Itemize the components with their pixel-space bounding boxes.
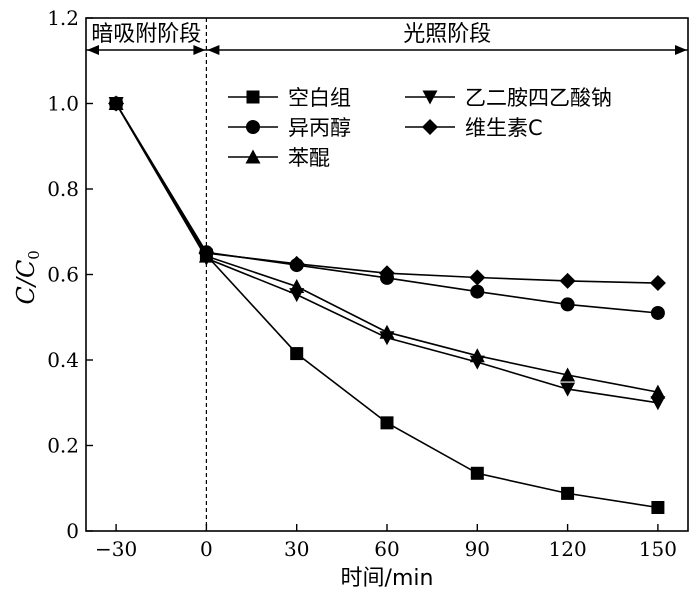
legend-label: 乙二胺四乙酸钠 [465,86,612,110]
data-point [469,269,486,286]
x-tick-label: 60 [374,537,399,561]
data-point [288,255,305,272]
data-point [650,396,666,411]
legend-entry: 苯醌 [228,146,330,170]
data-point [108,95,125,112]
series-1 [109,96,665,320]
legend-marker [422,119,438,135]
data-point [198,245,215,262]
plot-frame: 0 0.2 0.4 0.6 0.8 1.0 1.2 −30 0 30 60 90 120 150 [47,6,689,561]
data-point [470,284,485,299]
data-point [651,500,665,514]
x-tick-label: 30 [284,537,309,561]
data-point [560,297,575,312]
legend-label: 异丙醇 [288,116,351,140]
phase-label-1: 光照阶段 [403,22,491,47]
legend-entry: 空白组 [228,86,351,110]
data-point [561,486,575,500]
data-point [379,331,395,346]
series-line [115,103,659,393]
axes-labels: C/C0 时间/min [12,250,433,591]
x-tick-label: 90 [465,537,490,561]
data-point [560,367,576,382]
data-point [470,466,484,480]
legend-entry: 乙二胺四乙酸钠 [405,86,612,110]
data-point [379,265,395,282]
series-line [115,103,658,284]
legend-entry: 维生素C [405,116,543,140]
data-point [380,416,394,430]
data-point [650,384,666,399]
phase-arrow-right [675,45,687,55]
data-point [560,382,576,397]
y-tick-label: 0.2 [47,434,79,458]
data-point [649,275,666,292]
data-point [289,288,305,303]
legend-entry: 异丙醇 [228,116,351,140]
legend-label: 维生素C [465,116,543,140]
phase-label-0: 暗吸附阶段 [91,22,201,47]
legend-marker [422,90,438,105]
phase-arrow-dark-right [193,45,206,55]
y-tick-label: 0 [66,519,79,543]
legend-marker [246,90,260,104]
series-line [115,103,659,404]
legend-label: 苯醌 [288,146,330,170]
y-tick-label: 1.0 [47,92,79,116]
data-point [290,347,304,361]
data-point [559,272,576,289]
y-axis-label: C/C0 [12,250,43,304]
data-point [469,355,485,370]
series-3 [108,97,666,411]
data-point [650,305,665,320]
legend-marker [246,120,260,134]
phase-annotations: 暗吸附阶段 光照阶段 [86,18,688,531]
y-tick-label: 0.6 [47,263,79,287]
y-tick-label: 0.4 [47,348,79,372]
series-4 [108,95,666,292]
phase-arrow-light-left [207,45,220,55]
phase-arrow-left [87,45,99,55]
series-layer [108,95,666,514]
x-tick-label: −30 [95,537,137,561]
series-2 [108,96,666,399]
y-tick-label: 1.2 [47,6,79,30]
legend-marker [245,149,261,164]
legend-label: 空白组 [288,86,351,110]
x-axis-label: 时间/min [341,566,434,591]
y-tick-label: 0.8 [47,177,79,201]
x-tick-label: 150 [639,537,677,561]
x-tick-label: 0 [200,537,213,561]
x-tick-label: 120 [549,537,587,561]
